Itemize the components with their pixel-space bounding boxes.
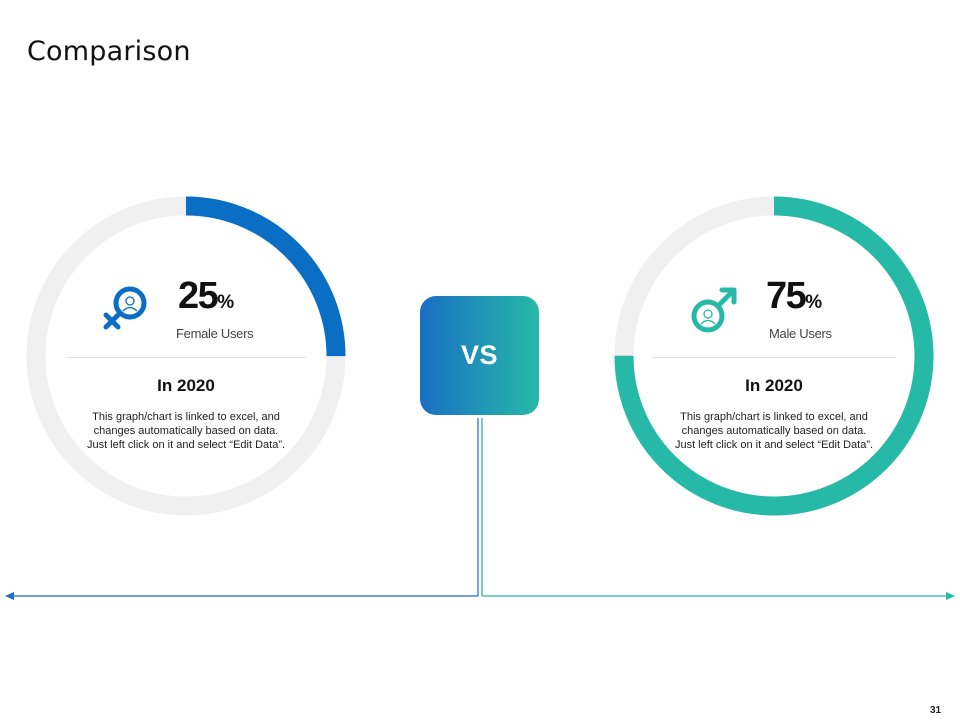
male-user-icon <box>691 287 737 333</box>
male-divider <box>652 357 896 358</box>
male-year-heading: In 2020 <box>745 376 803 395</box>
male-percentage-value: 75 <box>766 275 807 317</box>
female-ring-progress <box>26 196 346 516</box>
male-percentage-sign: % <box>805 292 823 313</box>
female-divider <box>66 357 306 358</box>
female-donut-chart <box>26 196 346 516</box>
male-percentage: 75% <box>766 277 822 315</box>
male-donut-chart <box>614 196 934 516</box>
female-description: This graph/chart is linked to excel, and… <box>86 411 286 451</box>
male-ring-progress <box>614 196 934 516</box>
female-percentage-sign: % <box>217 292 235 313</box>
male-description: This graph/chart is linked to excel, and… <box>674 411 874 451</box>
female-users-label: Female Users <box>176 326 254 341</box>
page-number: 31 <box>930 705 942 716</box>
male-users-label: Male Users <box>769 326 832 341</box>
vs-label: VS <box>460 340 499 370</box>
female-percentage-value: 25 <box>178 275 219 317</box>
female-year-heading: In 2020 <box>157 376 215 395</box>
slide-title: Comparison <box>27 36 191 67</box>
vs-badge: VS <box>420 296 539 415</box>
right-arrow-head <box>946 592 955 600</box>
female-percentage: 25% <box>178 277 234 315</box>
female-user-icon <box>103 286 147 330</box>
left-arrow-head <box>5 592 14 600</box>
